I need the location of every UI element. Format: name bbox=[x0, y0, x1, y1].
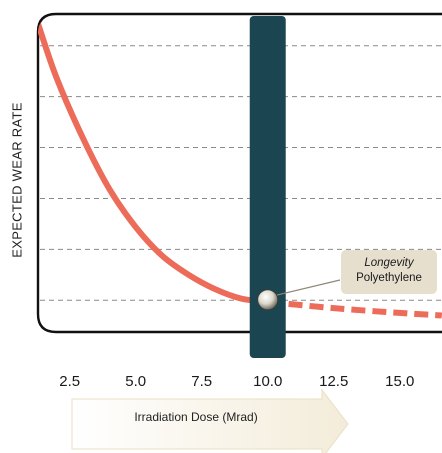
grid-lines bbox=[40, 45, 442, 301]
wear-curve-projected bbox=[267, 298, 442, 319]
x-tick-label: 15.0 bbox=[385, 373, 414, 390]
wear-curve bbox=[38, 20, 271, 305]
x-axis-label: Irradiation Dose (Mrad) bbox=[134, 410, 258, 424]
x-tick-label: 2.5 bbox=[59, 373, 80, 390]
x-tick-label: 5.0 bbox=[125, 373, 146, 390]
y-axis-label-container: EXPECTED WEAR RATE bbox=[5, 30, 29, 330]
callout-brand: Longevity bbox=[364, 257, 414, 269]
x-tick-label: 10.0 bbox=[253, 373, 282, 390]
highlight-band bbox=[249, 16, 286, 358]
x-axis-arrow bbox=[71, 388, 349, 453]
x-tick-label: 7.5 bbox=[191, 373, 212, 390]
polyethylene-marker bbox=[257, 289, 279, 311]
x-tick-label: 12.5 bbox=[319, 373, 348, 390]
callout-text: Polyethylene bbox=[356, 272, 422, 284]
longevity-callout: Longevity Polyethylene bbox=[341, 250, 437, 294]
callout-leader-line bbox=[273, 279, 341, 297]
y-axis-label: EXPECTED WEAR RATE bbox=[9, 102, 25, 258]
